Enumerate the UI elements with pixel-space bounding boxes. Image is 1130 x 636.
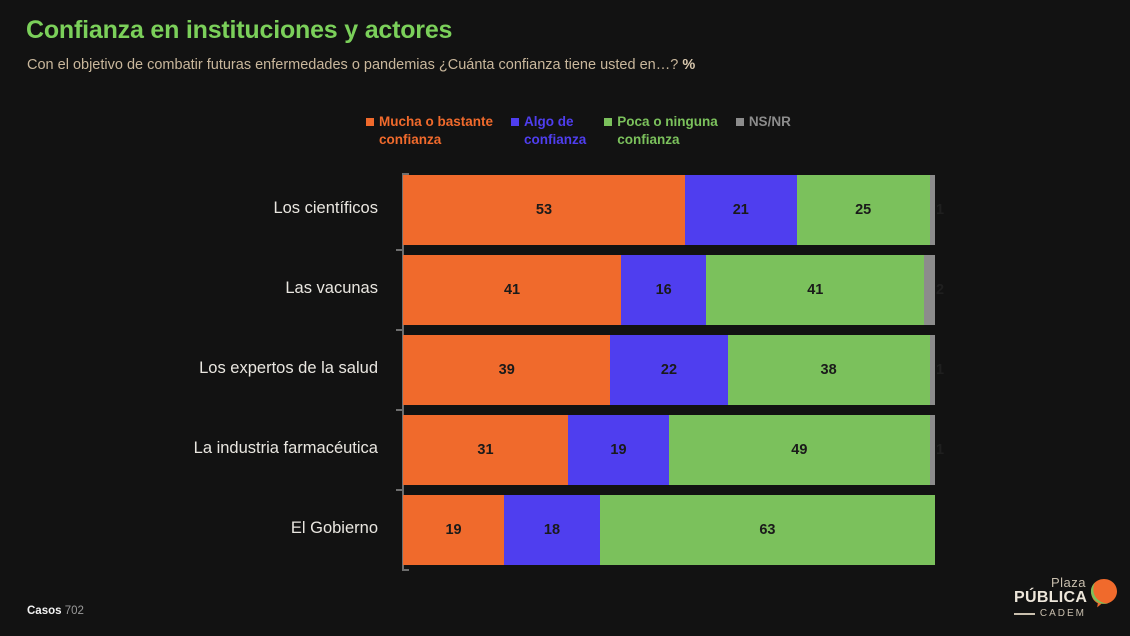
logo-cadem-row: CADEM <box>1014 609 1086 619</box>
logo-speech-bubble-icon <box>1090 578 1118 613</box>
legend-item-label: Mucha o bastante confianza <box>379 114 494 147</box>
bar-segment-value: 25 <box>855 202 872 218</box>
axis-end-cap <box>402 569 409 571</box>
category-axis-label: Los científicos <box>273 199 378 217</box>
logo-wordmark: Plaza PÚBLICA CADEM <box>1014 575 1088 619</box>
legend-item-label: Poca o ninguna confianza <box>617 114 718 147</box>
bar-segment-value: 2 <box>935 282 945 298</box>
legend-item[interactable]: Mucha o bastante confianza <box>366 113 493 149</box>
axis-tick <box>396 409 403 411</box>
bar-segment-value: 1 <box>935 202 945 218</box>
bar-segment[interactable]: 16 <box>621 255 707 325</box>
bar-segment-value: 49 <box>791 442 808 458</box>
bar-segment-value: 21 <box>732 202 749 218</box>
axis-tick <box>396 489 403 491</box>
legend-item[interactable]: Poca o ninguna confianza <box>604 113 718 149</box>
legend-swatch-icon <box>511 118 520 126</box>
bar-segment-value: 41 <box>807 282 824 298</box>
cases-value: 702 <box>64 605 84 617</box>
stacked-bar-row: 31 19 49 1 <box>403 415 944 485</box>
bar-segment[interactable]: 18 <box>504 495 600 565</box>
legend-item[interactable]: Algo de confianza <box>511 113 586 149</box>
bar-segment[interactable]: 63 <box>599 495 935 565</box>
bar-segment[interactable]: 25 <box>796 175 930 245</box>
bar-segment-value: 16 <box>655 282 672 298</box>
bar-segment-value: 19 <box>610 442 627 458</box>
logo-line-plaza: Plaza <box>1050 575 1086 590</box>
bar-segment[interactable]: 53 <box>403 175 685 245</box>
bar-segment-value: 18 <box>543 522 561 538</box>
axis-end-cap <box>402 173 409 175</box>
bar-segment-value: 38 <box>820 362 837 378</box>
plaza-publica-cadem-logo: Plaza PÚBLICA CADEM <box>1014 576 1118 624</box>
subtitle-question: Con el objetivo de combatir futuras enfe… <box>27 57 683 73</box>
bar-segment-value: 19 <box>445 522 462 538</box>
bar-segment-value: 22 <box>660 362 678 378</box>
stacked-bar-row: 19 18 63 <box>403 495 935 565</box>
bar-segment[interactable]: 49 <box>668 415 930 485</box>
legend-item-label: NS/NR <box>748 114 791 129</box>
bar-segment[interactable]: 39 <box>403 335 611 405</box>
bar-segment-value: 1 <box>935 362 945 378</box>
category-axis-label: Las vacunas <box>285 279 378 297</box>
category-axis-label: Los expertos de la salud <box>199 359 378 377</box>
stacked-bar-row: 53 21 25 1 <box>403 175 944 245</box>
cases-label: Casos <box>27 605 62 617</box>
bar-segment[interactable]: 1 <box>929 415 944 485</box>
bar-segment[interactable]: 1 <box>929 335 944 405</box>
bar-segment-value: 41 <box>503 282 521 298</box>
bar-segment[interactable]: 31 <box>403 415 568 485</box>
bar-segment-value: 63 <box>759 522 776 538</box>
category-axis-label: El Gobierno <box>290 519 378 537</box>
bar-segment[interactable]: 38 <box>727 335 930 405</box>
bar-segment-value: 1 <box>935 442 945 458</box>
legend-swatch-icon <box>366 118 374 126</box>
legend-swatch-icon <box>604 118 613 126</box>
stacked-bar-row: 41 16 41 2 <box>403 255 944 325</box>
logo-line-publica: PÚBLICA <box>1014 589 1088 606</box>
axis-tick <box>396 249 403 251</box>
bar-segment[interactable]: 19 <box>403 495 505 565</box>
page-subtitle: Con el objetivo de combatir futuras enfe… <box>27 57 695 73</box>
bar-segment-value: 39 <box>498 362 515 378</box>
category-axis-label: La industria farmacéutica <box>193 439 378 457</box>
bar-segment[interactable]: 19 <box>567 415 669 485</box>
legend-item[interactable]: NS/NR <box>735 113 791 131</box>
stacked-bar-row: 39 22 38 1 <box>403 335 944 405</box>
chart-legend: Mucha o bastante confianza Algo de confia… <box>366 113 946 149</box>
bar-segment[interactable]: 21 <box>684 175 797 245</box>
logo-rule <box>1014 613 1035 615</box>
logo-line-cadem: CADEM <box>1039 608 1086 619</box>
bar-segment[interactable]: 2 <box>924 255 944 325</box>
legend-item-label: Algo de confianza <box>524 114 587 147</box>
bar-segment-value: 53 <box>535 202 553 218</box>
bar-segment[interactable]: 41 <box>706 255 925 325</box>
bar-segment[interactable]: 41 <box>403 255 622 325</box>
axis-tick <box>396 329 403 331</box>
bar-segment-value: 31 <box>477 442 494 458</box>
bar-segment[interactable]: 22 <box>610 335 728 405</box>
cases-note: Casos 702 <box>27 605 84 617</box>
bar-segment[interactable]: 1 <box>929 175 944 245</box>
page-title: Confianza en instituciones y actores <box>26 16 453 44</box>
legend-swatch-icon <box>735 118 744 126</box>
subtitle-percent-unit: % <box>682 57 696 73</box>
